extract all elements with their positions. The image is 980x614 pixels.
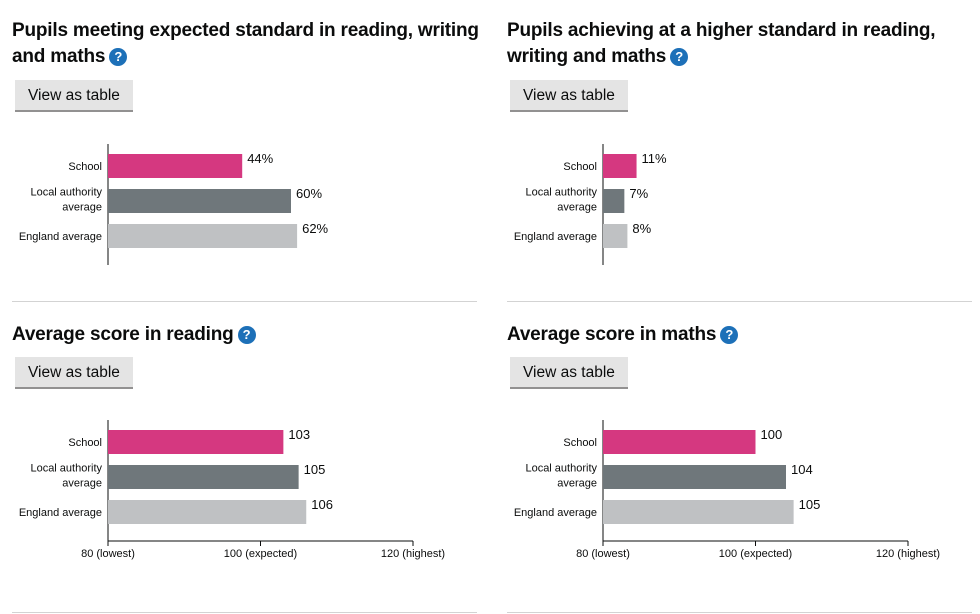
value-label-local-authority: 104 [791, 462, 813, 477]
bar-school [603, 430, 756, 454]
x-tick-label: 80 (lowest) [576, 548, 630, 560]
help-icon[interactable]: ? [109, 48, 128, 66]
bar-local-authority [108, 189, 291, 213]
bar-england [108, 500, 307, 524]
bar-school [108, 430, 284, 454]
help-icon[interactable]: ? [720, 326, 739, 344]
view-as-table-button[interactable]: View as table [15, 357, 133, 389]
value-label-school: 44% [247, 151, 273, 166]
bar-local-authority [603, 189, 625, 213]
category-label-england: England average [514, 507, 597, 519]
help-icon[interactable]: ? [237, 326, 256, 344]
category-label-england: England average [19, 507, 102, 519]
chart-title: Average score in maths? [507, 322, 975, 348]
category-label-local-authority: average [62, 478, 102, 490]
value-label-school: 100 [761, 427, 783, 442]
value-label-school: 103 [288, 427, 310, 442]
divider [507, 301, 972, 302]
bar-school [603, 154, 637, 178]
value-label-england: 106 [311, 497, 333, 512]
value-label-england: 8% [632, 221, 651, 236]
category-label-school: School [563, 437, 597, 449]
category-label-england: England average [514, 231, 597, 243]
x-tick-label: 100 (expected) [719, 548, 792, 560]
divider [12, 612, 477, 613]
value-label-england: 105 [799, 497, 821, 512]
category-label-local-authority: average [62, 202, 102, 214]
view-as-table-button[interactable]: View as table [15, 80, 133, 112]
value-label-england: 62% [302, 221, 328, 236]
category-label-school: School [563, 161, 597, 173]
divider [507, 612, 972, 613]
category-label-england: England average [19, 231, 102, 243]
category-label-local-authority: Local authority [525, 463, 597, 475]
chart-title: Pupils meeting expected standard in read… [12, 20, 479, 67]
x-tick-label: 120 (highest) [876, 548, 940, 560]
help-icon[interactable]: ? [670, 48, 689, 66]
divider [12, 301, 477, 302]
category-label-local-authority: average [557, 202, 597, 214]
bar-chart: 103 School 105 Local authority average 106 Eng… [19, 420, 445, 560]
category-label-local-authority: Local authority [30, 463, 102, 475]
chart-title: Pupils achieving at a higher standard in… [507, 20, 936, 67]
value-label-school: 11% [642, 151, 667, 166]
value-label-local-authority: 60% [296, 186, 322, 201]
category-label-local-authority: Local authority [525, 187, 597, 199]
category-label-school: School [68, 437, 102, 449]
view-as-table-button[interactable]: View as table [510, 80, 628, 112]
view-as-table-button[interactable]: View as table [510, 357, 628, 389]
value-label-local-authority: 7% [629, 186, 648, 201]
bar-chart: 11% School 7% Local authority average 8% Engla… [514, 144, 667, 265]
bar-school [108, 154, 243, 178]
bar-chart: 100 School 104 Local authority average 105 Eng… [514, 420, 940, 560]
value-label-local-authority: 105 [304, 462, 326, 477]
category-label-local-authority: Local authority [30, 187, 102, 199]
bar-local-authority [108, 465, 299, 489]
bar-england [108, 224, 298, 248]
x-tick-label: 100 (expected) [224, 548, 297, 560]
bar-england [603, 224, 628, 248]
category-label-school: School [68, 161, 102, 173]
bar-local-authority [603, 465, 786, 489]
x-tick-label: 120 (highest) [381, 548, 445, 560]
bar-chart: 44% School 60% Local authority average 62% Eng… [19, 144, 329, 265]
x-tick-label: 80 (lowest) [81, 548, 135, 560]
chart-title: Average score in reading? [12, 322, 480, 348]
bar-england [603, 500, 794, 524]
category-label-local-authority: average [557, 478, 597, 490]
